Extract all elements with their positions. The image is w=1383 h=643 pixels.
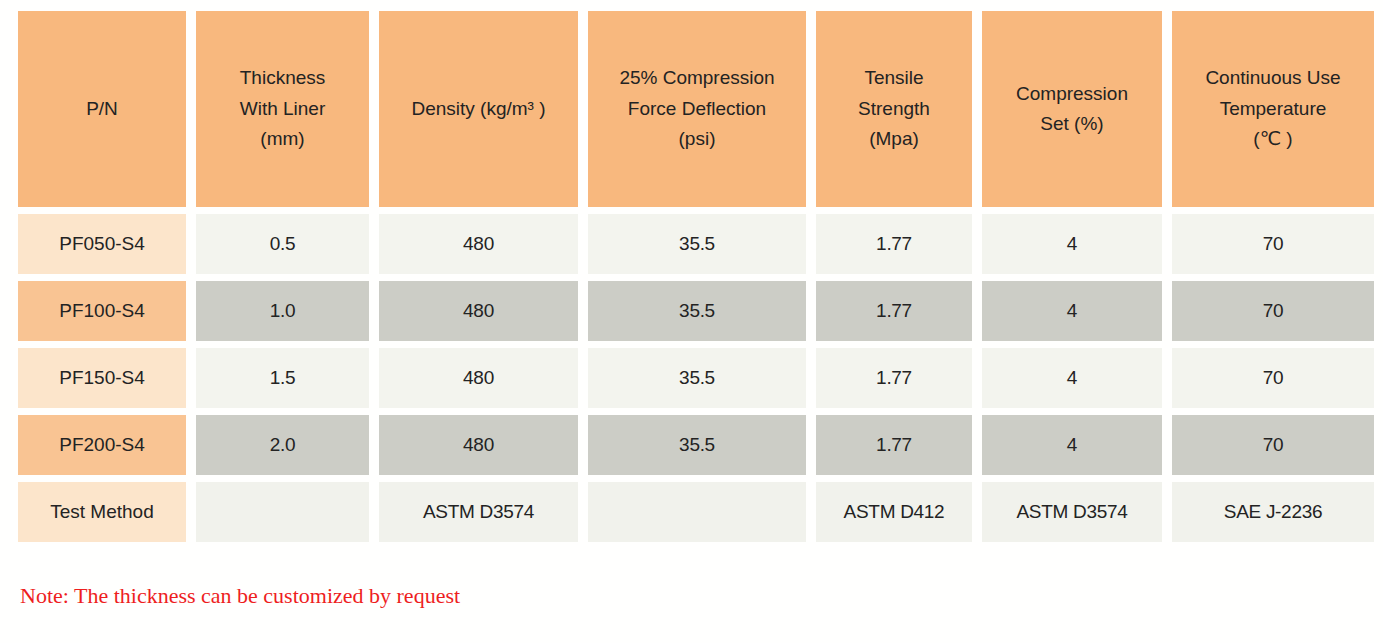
- col-header-continuous-use-temperature: Continuous Use Temperature (℃ ): [1172, 11, 1374, 207]
- part-number-cell: PF150-S4: [18, 348, 186, 408]
- col-header-tensile-strength: Tensile Strength (Mpa): [816, 11, 972, 207]
- density-cell: 480: [379, 281, 578, 341]
- compression-set-cell: 4: [982, 281, 1162, 341]
- test-method-temperature-cell: SAE J-2236: [1172, 482, 1374, 542]
- tensile-cell: 1.77: [816, 415, 972, 475]
- tensile-cell: 1.77: [816, 348, 972, 408]
- test-method-cfd-cell: [588, 482, 806, 542]
- customization-note: Note: The thickness can be customized by…: [20, 583, 460, 609]
- density-cell: 480: [379, 214, 578, 274]
- thickness-cell: 0.5: [196, 214, 369, 274]
- col-header-density: Density (kg/m³ ): [379, 11, 578, 207]
- test-method-compression-set-cell: ASTM D3574: [982, 482, 1162, 542]
- temperature-cell: 70: [1172, 348, 1374, 408]
- temperature-cell: 70: [1172, 214, 1374, 274]
- spec-table: P/N Thickness With Liner (mm) Density (k…: [18, 11, 1374, 542]
- cfd-cell: 35.5: [588, 281, 806, 341]
- density-cell: 480: [379, 415, 578, 475]
- test-method-tensile-cell: ASTM D412: [816, 482, 972, 542]
- cfd-cell: 35.5: [588, 214, 806, 274]
- col-header-compression-force-deflection: 25% Compression Force Deflection (psi): [588, 11, 806, 207]
- tensile-cell: 1.77: [816, 281, 972, 341]
- datasheet-page: P/N Thickness With Liner (mm) Density (k…: [0, 0, 1383, 643]
- temperature-cell: 70: [1172, 281, 1374, 341]
- density-cell: 480: [379, 348, 578, 408]
- cfd-cell: 35.5: [588, 415, 806, 475]
- col-header-pn: P/N: [18, 11, 186, 207]
- compression-set-cell: 4: [982, 214, 1162, 274]
- thickness-cell: 1.0: [196, 281, 369, 341]
- cfd-cell: 35.5: [588, 348, 806, 408]
- thickness-cell: 1.5: [196, 348, 369, 408]
- tensile-cell: 1.77: [816, 214, 972, 274]
- part-number-cell: PF050-S4: [18, 214, 186, 274]
- thickness-cell: 2.0: [196, 415, 369, 475]
- test-method-label-cell: Test Method: [18, 482, 186, 542]
- test-method-thickness-cell: [196, 482, 369, 542]
- compression-set-cell: 4: [982, 415, 1162, 475]
- temperature-cell: 70: [1172, 415, 1374, 475]
- part-number-cell: PF100-S4: [18, 281, 186, 341]
- col-header-thickness: Thickness With Liner (mm): [196, 11, 369, 207]
- compression-set-cell: 4: [982, 348, 1162, 408]
- part-number-cell: PF200-S4: [18, 415, 186, 475]
- col-header-compression-set: Compression Set (%): [982, 11, 1162, 207]
- test-method-density-cell: ASTM D3574: [379, 482, 578, 542]
